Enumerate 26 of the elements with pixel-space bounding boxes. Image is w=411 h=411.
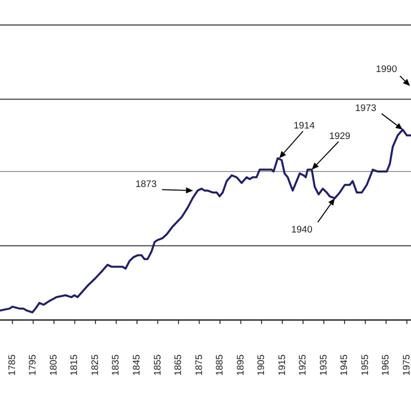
annotation: 1940 <box>291 224 312 236</box>
x-tick-label: 1875 <box>194 354 205 376</box>
x-tick-label: 1855 <box>152 354 164 376</box>
x-tick-label: 1945 <box>339 354 350 376</box>
annotation: 1929 <box>329 131 350 142</box>
x-tick-label: 1895 <box>235 354 246 376</box>
text: 1990 <box>376 64 397 75</box>
x-tick-label: 1835 <box>110 354 122 376</box>
x-tick-label: 1955 <box>360 354 371 376</box>
x-tick-label: 1905 <box>256 354 268 376</box>
x-tick-label: 1865 <box>173 354 184 376</box>
x-tick-label: 1825 <box>90 354 101 376</box>
x-tick-label: 1805 <box>48 354 60 376</box>
x-tick-label: 1975 <box>401 354 411 376</box>
x-tick-label: 1915 <box>276 354 288 376</box>
x-tick-label: 1925 <box>298 354 309 376</box>
annotation: 1914 <box>294 120 315 132</box>
x-tick-label: 1935 <box>318 354 330 376</box>
x-tick-label: 1815 <box>69 354 80 376</box>
annotation: 1973 <box>355 103 376 114</box>
x-tick-label: 1965 <box>380 354 392 376</box>
x-tick-label: 1795 <box>28 354 39 376</box>
x-tick-label: 1845 <box>132 354 142 376</box>
x-tick-label: 1885 <box>214 354 226 376</box>
x-tick-label: 1785 <box>6 354 18 376</box>
annotation: 1873 <box>135 179 157 190</box>
